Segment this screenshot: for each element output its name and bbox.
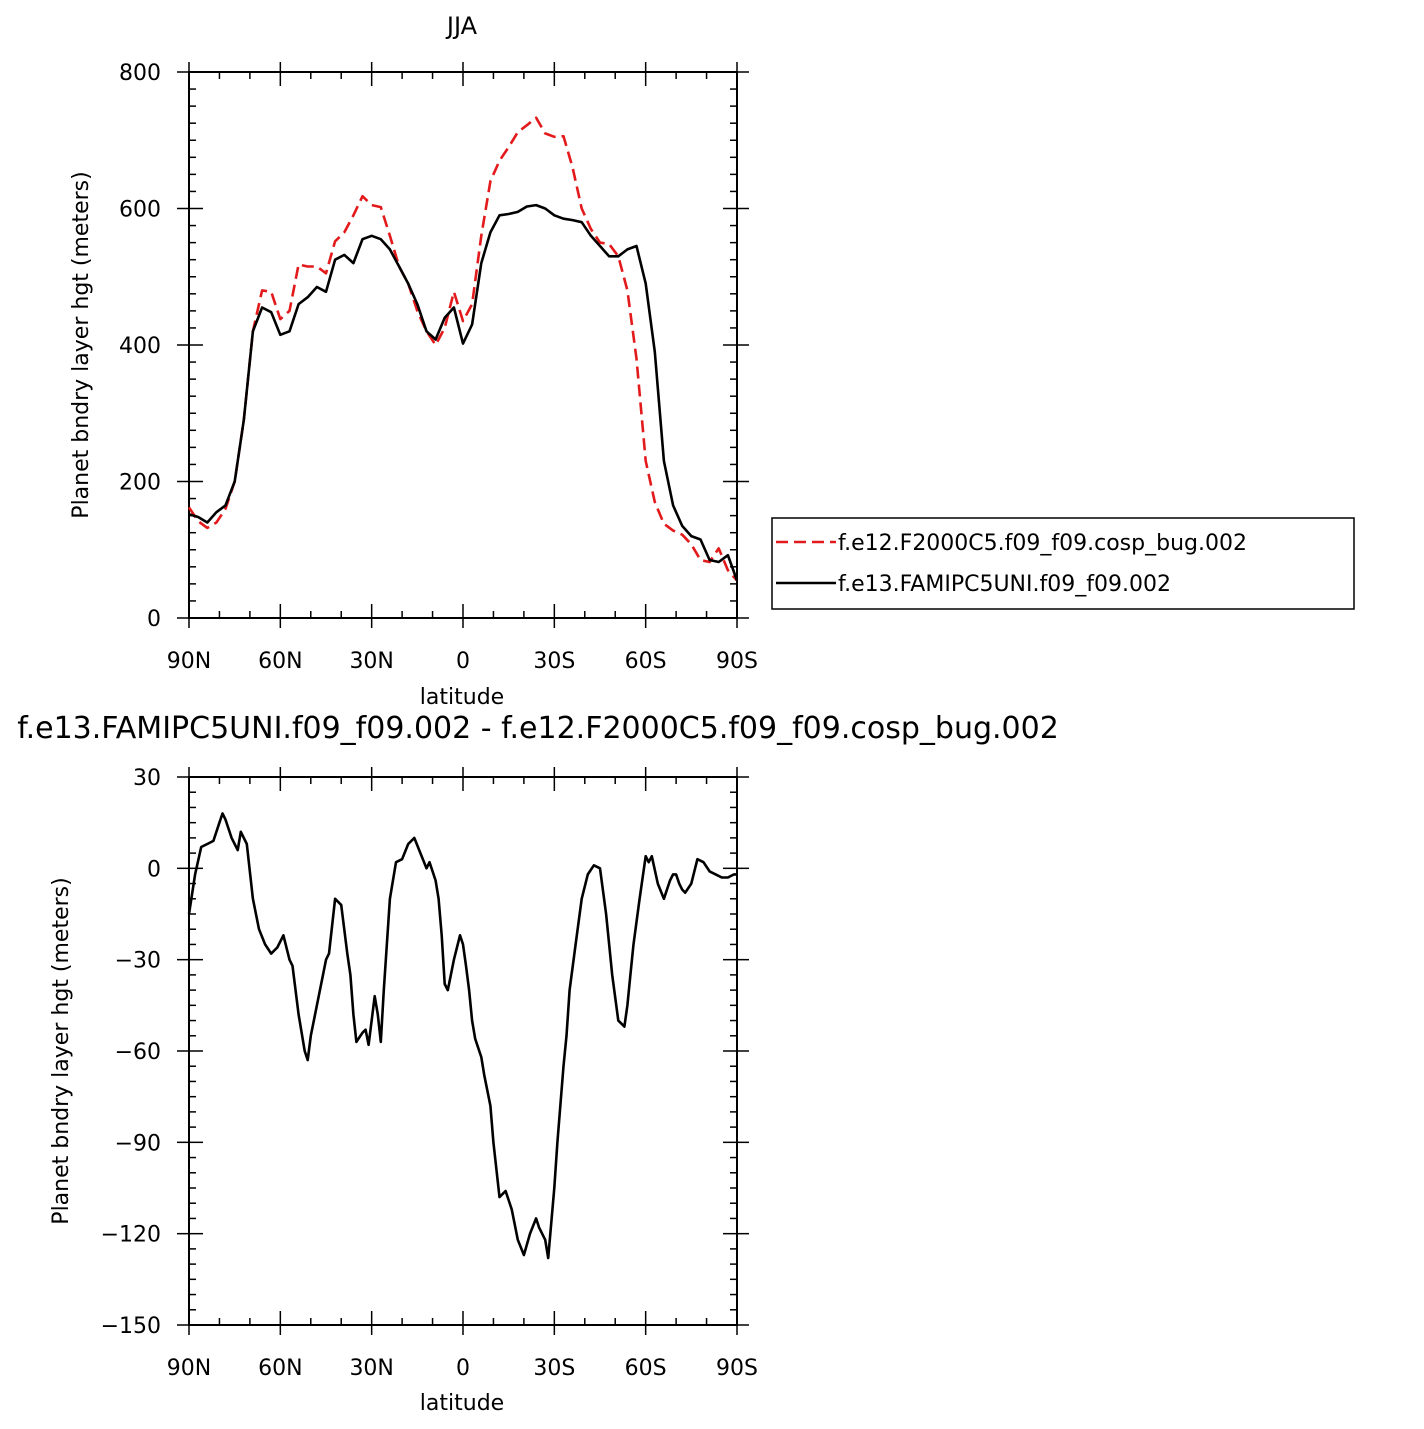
legend-label-series-1: f.e12.F2000C5.f09_f09.cosp_bug.002: [838, 531, 1247, 556]
top-x-tick-label: 60S: [625, 649, 667, 674]
bottom-panel: f.e13.FAMIPC5UNI.f09_f09.002 - f.e12.F20…: [17, 711, 1059, 1416]
bottom-x-tick-label: 30S: [533, 1356, 575, 1381]
top-series-line-1: [187, 116, 738, 582]
top-panel: JJA Planet bndry layer hgt (meters) lati…: [69, 12, 1355, 710]
bottom-y-tick-label: −60: [115, 1040, 161, 1065]
bottom-x-tick-label: 90S: [716, 1356, 758, 1381]
top-series-line-2: [188, 203, 739, 581]
bottom-y-axis-label: Planet bndry layer hgt (meters): [49, 877, 74, 1224]
bottom-x-tick-label: 60S: [625, 1356, 667, 1381]
legend-box: [771, 517, 1355, 610]
bottom-x-tick-label: 60N: [258, 1356, 302, 1381]
top-y-tick-label: 200: [119, 471, 161, 496]
top-y-axis-label: Planet bndry layer hgt (meters): [69, 171, 94, 518]
top-x-tick-label: 90S: [716, 649, 758, 674]
top-x-tick-label: 30S: [533, 649, 575, 674]
top-y-tick-label: 600: [119, 198, 161, 223]
bottom-y-tick-label: 30: [133, 766, 161, 791]
bottom-y-tick-label: −120: [101, 1223, 161, 1248]
top-x-tick-label: 0: [456, 649, 470, 674]
legend-label-series-2: f.e13.FAMIPC5UNI.f09_f09.002: [838, 572, 1171, 597]
top-chart-title: JJA: [445, 12, 478, 40]
bottom-series-line-1: [187, 812, 737, 1260]
bottom-chart-title: f.e13.FAMIPC5UNI.f09_f09.002 - f.e12.F20…: [17, 711, 1059, 746]
top-x-tick-label: 90N: [167, 649, 211, 674]
top-y-tick-label: 400: [119, 334, 161, 359]
top-x-axis-label: latitude: [420, 685, 504, 710]
bottom-x-tick-label: 0: [456, 1356, 470, 1381]
top-x-tick-label: 60N: [258, 649, 302, 674]
bottom-y-tick-label: −90: [115, 1131, 161, 1156]
legend: f.e12.F2000C5.f09_f09.cosp_bug.002 f.e13…: [771, 517, 1355, 610]
bottom-x-tick-label: 30N: [349, 1356, 393, 1381]
top-y-tick-label: 800: [119, 61, 161, 86]
bottom-x-axis-label: latitude: [420, 1391, 504, 1416]
top-x-tick-label: 30N: [349, 649, 393, 674]
bottom-y-tick-label: −30: [115, 949, 161, 974]
top-series-group: [187, 116, 739, 582]
bottom-plot-area: 90N 60N 30N 0 30S 60S 90S −150 −120 −90 −60 −30 0 30: [101, 766, 758, 1381]
bottom-y-tick-label: −150: [101, 1314, 161, 1339]
bottom-y-tick-label: 0: [147, 857, 161, 882]
bottom-x-tick-label: 90N: [167, 1356, 211, 1381]
bottom-plot-frame: [188, 776, 738, 1326]
bottom-series-group: [187, 812, 737, 1260]
top-plot-area: 90N 60N 30N 0 30S 60S 90S 0 200 400 600 800: [119, 61, 758, 674]
top-y-tick-label: 0: [147, 607, 161, 632]
